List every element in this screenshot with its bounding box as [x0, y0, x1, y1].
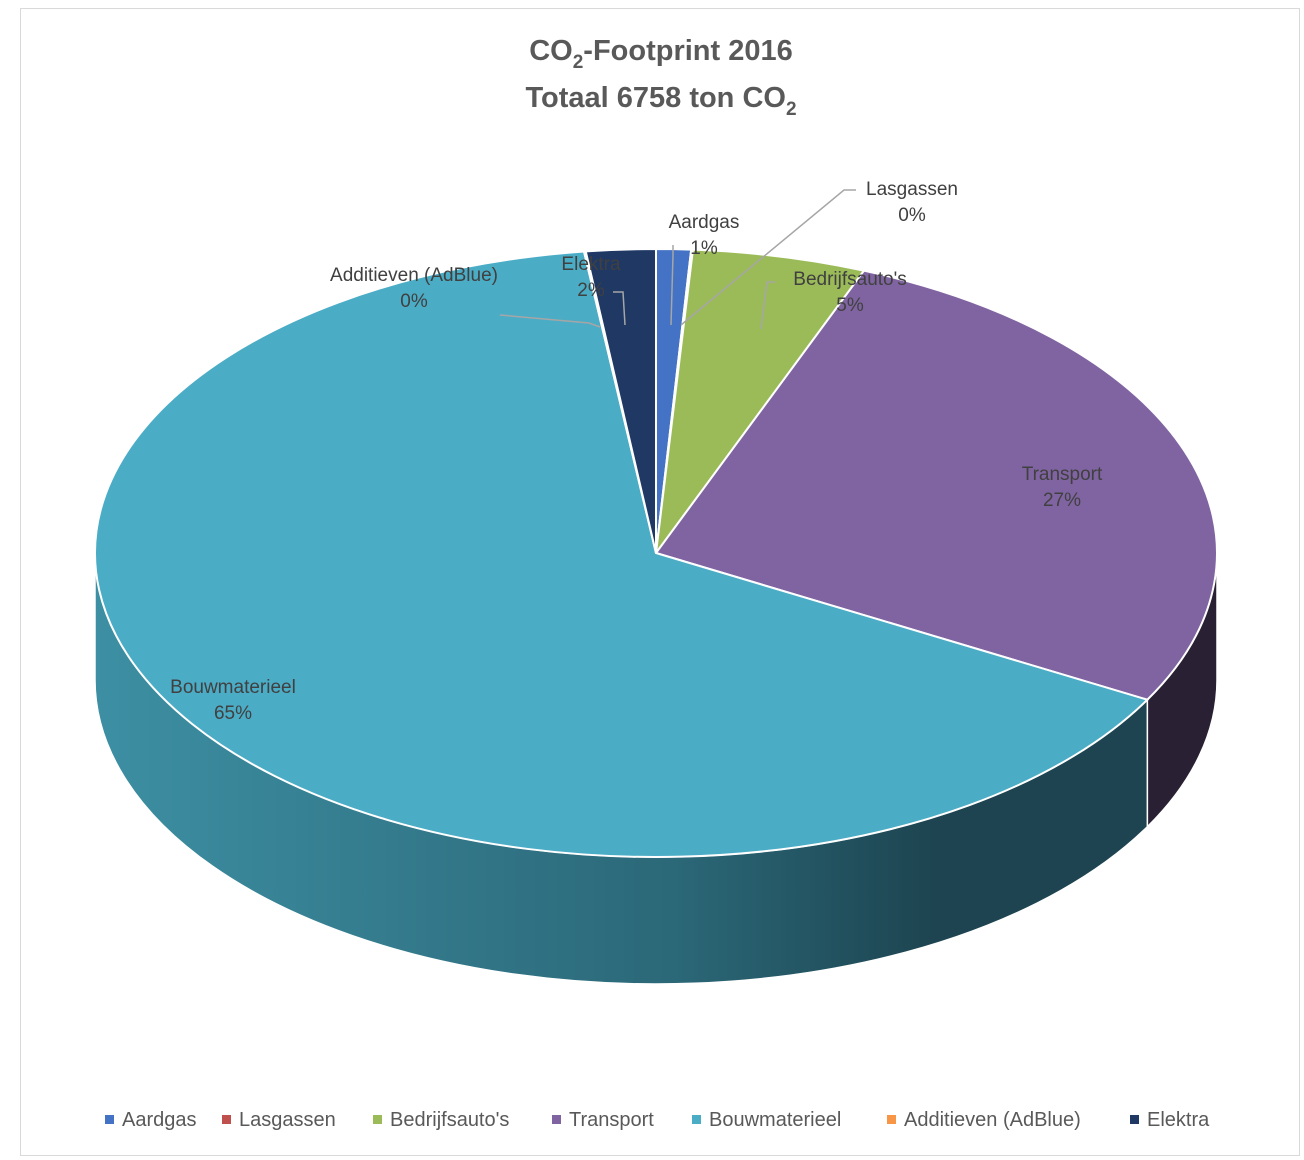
leader-line-aardgas: [670, 245, 674, 326]
leader-line-bedrijfsauto-s: [760, 281, 775, 330]
slice-bouwmaterieel: [94, 250, 1150, 858]
legend-label-bedrijfsauto-s: Bedrijfsauto's: [390, 1109, 509, 1131]
data-label-elektra-category: Elektra: [561, 254, 621, 275]
legend-label-elektra: Elektra: [1147, 1109, 1210, 1131]
data-label-transport-category: Transport: [1022, 464, 1103, 485]
chart-title-line-1: CO2-Footprint 2016: [529, 35, 793, 73]
legend-item-lasgassen: Lasgassen: [222, 1109, 336, 1131]
data-label-lasgassen-percent: 0%: [898, 205, 926, 226]
slice-transport: [654, 269, 1218, 701]
data-label-bouwmaterieel-percent: 65%: [214, 703, 252, 724]
legend-swatch-transport: [552, 1115, 561, 1124]
legend-item-transport: Transport: [552, 1109, 654, 1131]
data-label-elektra-percent: 2%: [577, 280, 605, 301]
chart-title: CO2-Footprint 2016 Totaal 6758 ton CO2: [525, 35, 796, 120]
data-label-aardgas-category: Aardgas: [669, 212, 740, 233]
legend-item-aardgas: Aardgas: [105, 1109, 197, 1131]
legend-label-additieven-adblue: Additieven (AdBlue): [904, 1109, 1081, 1131]
legend-label-lasgassen: Lasgassen: [239, 1109, 336, 1131]
legend: Aardgas Lasgassen Bedrijfsauto's Transport B…: [105, 1109, 1210, 1131]
legend-item-elektra: Elektra: [1130, 1109, 1210, 1131]
chart-title-line-2: Totaal 6758 ton CO2: [525, 82, 796, 120]
leader-line-additieven-adblue: [499, 314, 601, 328]
legend-item-bouwmaterieel: Bouwmaterieel: [692, 1109, 841, 1131]
pie-chart: CO2-Footprint 2016 Totaal 6758 ton CO2 A…: [94, 35, 1218, 1131]
legend-swatch-aardgas: [105, 1115, 114, 1124]
data-label-additieven-adblue-category: Additieven (AdBlue): [330, 265, 498, 286]
legend-item-bedrijfsauto-s: Bedrijfsauto's: [373, 1109, 509, 1131]
chart-area: CO2-Footprint 2016 Totaal 6758 ton CO2 A…: [20, 8, 1300, 1156]
data-label-lasgassen-category: Lasgassen: [866, 179, 958, 200]
data-label-bedrijfsauto-s-percent: 5%: [836, 295, 864, 316]
legend-swatch-lasgassen: [222, 1115, 231, 1124]
legend-swatch-additieven-adblue: [887, 1115, 896, 1124]
leader-line-elektra: [613, 291, 626, 326]
slice-bedrijfsauto-s: [654, 248, 866, 557]
data-label-transport-percent: 27%: [1043, 490, 1081, 511]
data-label-additieven-adblue-percent: 0%: [400, 291, 428, 312]
data-label-bouwmaterieel-category: Bouwmaterieel: [170, 677, 296, 698]
legend-item-additieven-adblue: Additieven (AdBlue): [887, 1109, 1081, 1131]
legend-swatch-bedrijfsauto-s: [373, 1115, 382, 1124]
data-label-aardgas-percent: 1%: [690, 238, 718, 259]
legend-swatch-elektra: [1130, 1115, 1139, 1124]
legend-label-aardgas: Aardgas: [122, 1109, 197, 1131]
data-labels: Aardgas 1% Lasgassen 0% Bedrijfsauto's 5% Tran…: [170, 179, 1103, 724]
legend-label-bouwmaterieel: Bouwmaterieel: [709, 1109, 841, 1131]
leader-line-lasgassen: [680, 189, 856, 326]
slice-elektra: [584, 247, 657, 554]
legend-label-transport: Transport: [569, 1109, 654, 1131]
legend-swatch-bouwmaterieel: [692, 1115, 701, 1124]
pie-slices: [94, 247, 1218, 858]
data-label-bedrijfsauto-s-category: Bedrijfsauto's: [793, 269, 906, 290]
